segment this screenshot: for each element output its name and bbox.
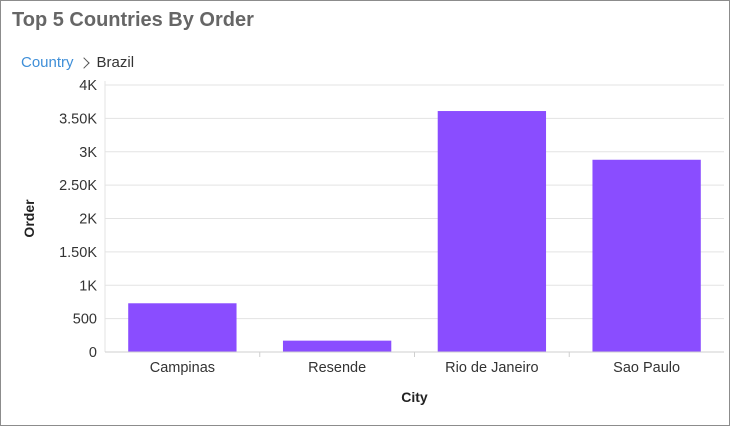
- x-tick-label: Sao Paulo: [613, 360, 680, 376]
- y-tick-labels: 0 500 1K 1.50K 2K 2.50K 3K 3.50K 4K: [59, 78, 97, 361]
- chart-title: Top 5 Countries By Order: [12, 9, 254, 31]
- y-tick-label: 0: [89, 345, 97, 361]
- bar-sao-paulo[interactable]: [592, 159, 701, 352]
- x-tick-labels: Campinas Resende Rio de Janeiro Sao Paulo: [150, 352, 680, 376]
- breadcrumb-country-link[interactable]: Country: [21, 54, 74, 71]
- y-tick-label: 1K: [79, 278, 97, 294]
- breadcrumb-current: Brazil: [96, 54, 135, 71]
- x-tick-label: Rio de Janeiro: [445, 360, 539, 376]
- bars: [128, 111, 701, 352]
- y-tick-label: 2.50K: [59, 178, 97, 194]
- y-axis-title: Order: [21, 199, 37, 238]
- x-axis-title: City: [401, 389, 428, 405]
- y-tick-label: 4K: [79, 78, 97, 94]
- x-tick-label: Resende: [308, 360, 366, 376]
- y-tick-label: 1.50K: [59, 245, 97, 261]
- x-tick-label: Campinas: [150, 360, 215, 376]
- y-tick-label: 3K: [79, 145, 97, 161]
- bar-campinas[interactable]: [128, 303, 237, 352]
- bar-rio-de-janeiro[interactable]: [437, 111, 547, 352]
- y-tick-label: 2K: [79, 212, 97, 228]
- y-tick-label: 500: [73, 312, 97, 328]
- bar-resende[interactable]: [282, 340, 392, 352]
- breadcrumb: Country Brazil: [21, 54, 134, 71]
- y-tick-label: 3.50K: [59, 111, 97, 127]
